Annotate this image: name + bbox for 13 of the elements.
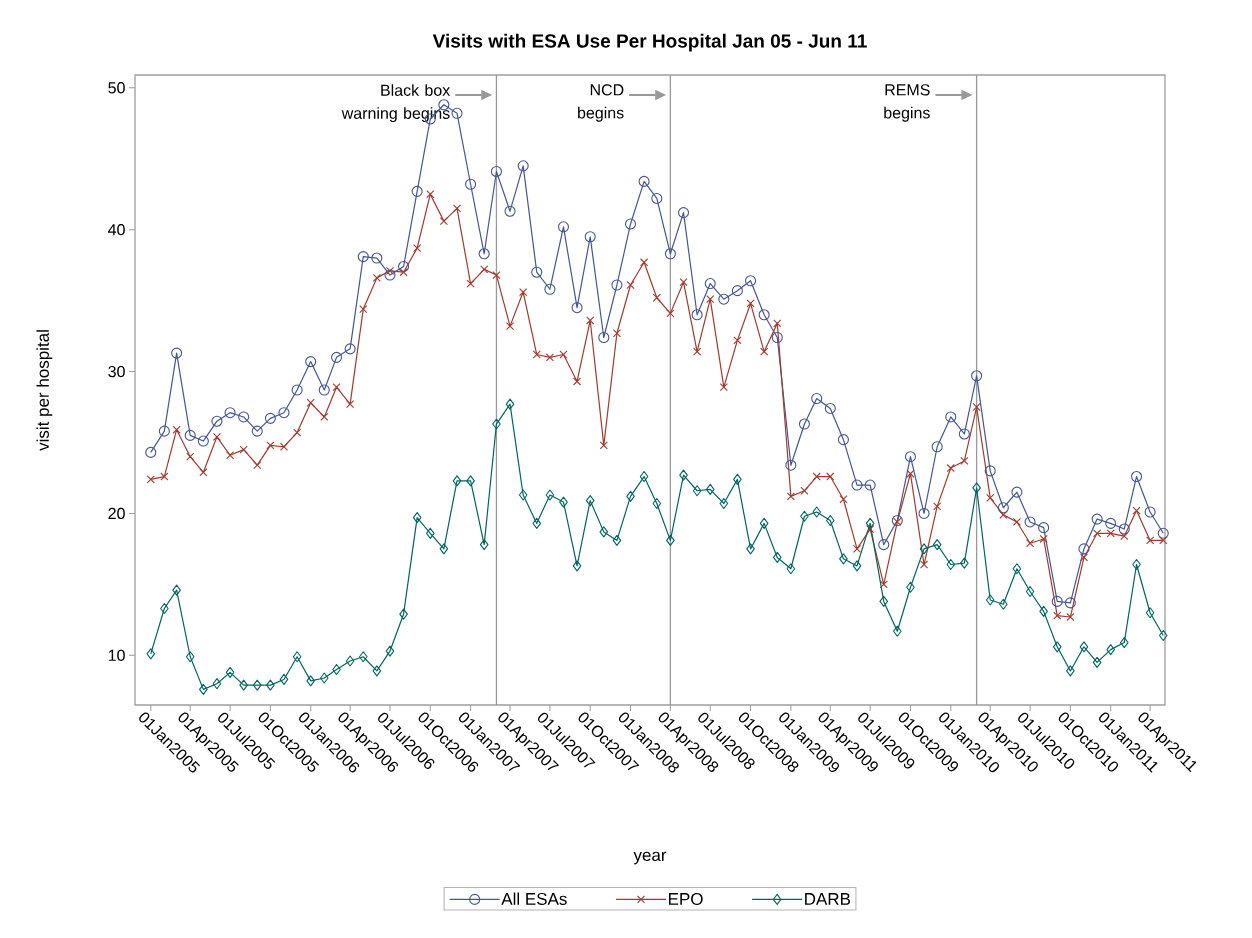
y-tick-label: 40 xyxy=(108,223,125,236)
ref-line-label: NCD begins xyxy=(578,84,624,122)
legend-label: All ESAs xyxy=(501,892,567,905)
chart-title: Visits with ESA Use Per Hospital Jan 05 - Jun 11 xyxy=(432,33,867,52)
legend-label: DARB xyxy=(805,893,851,905)
y-tick-label: 50 xyxy=(108,82,125,94)
y-tick-label: 20 xyxy=(108,507,125,520)
y-axis-title: visit per hospital xyxy=(36,330,53,451)
y-tick-label: 30 xyxy=(108,365,125,378)
legend-label: EPO xyxy=(669,892,703,905)
y-tick-label: 10 xyxy=(108,649,125,661)
x-axis-title: year xyxy=(633,851,667,865)
ref-line-label: REMS begins xyxy=(884,84,930,122)
